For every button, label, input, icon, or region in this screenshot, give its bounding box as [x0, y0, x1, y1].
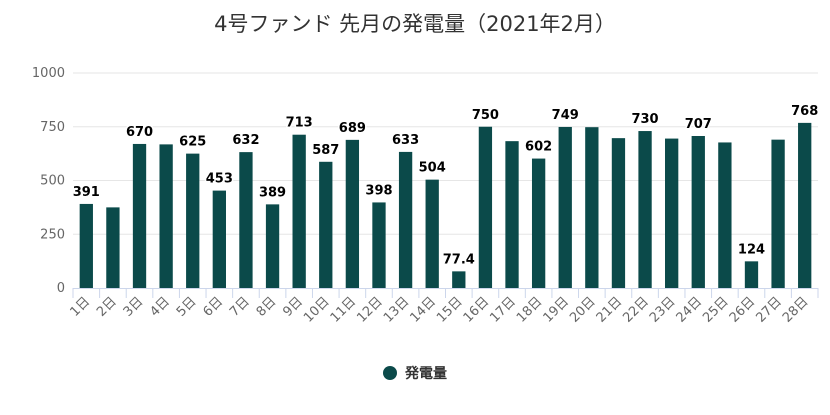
x-tick-label: 15日	[434, 294, 465, 325]
x-tick-label: 19日	[541, 294, 572, 325]
x-tick-label: 10日	[301, 294, 332, 325]
bar[interactable]	[505, 141, 519, 288]
x-tick-label: 22日	[620, 294, 651, 325]
x-tick-label: 2日	[94, 294, 120, 320]
data-label: 398	[365, 183, 392, 198]
x-tick-label: 25日	[700, 294, 731, 325]
y-tick-label: 250	[40, 227, 65, 242]
data-label: 632	[232, 133, 259, 148]
x-tick-label: 4日	[147, 294, 173, 320]
y-tick-label: 0	[57, 281, 65, 296]
chart-title: 4号ファンド 先月の発電量（2021年2月）	[214, 12, 616, 36]
bar[interactable]	[159, 144, 173, 288]
x-tick-label: 1日	[67, 294, 93, 320]
data-label: 689	[339, 121, 366, 136]
bar[interactable]	[585, 127, 599, 289]
bar[interactable]	[132, 143, 147, 288]
x-tick-label: 26日	[727, 294, 758, 325]
bar[interactable]	[186, 153, 200, 288]
data-label: 749	[552, 108, 579, 123]
x-tick-label: 20日	[567, 294, 598, 325]
x-tick-label: 13日	[381, 294, 412, 325]
y-axis-ticks: 0 250 500 750 1000	[32, 66, 65, 296]
x-tick-label: 6日	[201, 294, 227, 320]
data-label: 77.4	[443, 252, 475, 267]
bar[interactable]	[531, 158, 546, 288]
bar[interactable]	[771, 139, 785, 288]
data-label: 707	[685, 117, 712, 132]
data-label: 633	[392, 133, 419, 148]
data-label: 453	[206, 172, 233, 187]
bar[interactable]	[558, 126, 572, 288]
bar[interactable]	[744, 261, 759, 288]
grid-lines	[73, 72, 818, 235]
x-tick-label: 16日	[461, 294, 492, 325]
data-label: 750	[472, 108, 499, 123]
x-tick-label: 27日	[753, 294, 784, 325]
x-tick-label: 3日	[121, 294, 147, 320]
bars	[79, 122, 812, 289]
data-label: 391	[73, 185, 100, 200]
bar[interactable]	[265, 204, 280, 288]
bar[interactable]	[398, 151, 413, 288]
x-tick-label: 23日	[647, 294, 678, 325]
x-tick-label: 7日	[227, 294, 253, 320]
bar[interactable]	[665, 138, 679, 288]
data-label: 587	[312, 143, 339, 158]
data-label: 124	[738, 242, 765, 257]
bar[interactable]	[452, 271, 466, 288]
legend-swatch-icon	[383, 366, 397, 380]
data-label: 768	[791, 104, 818, 119]
x-tick-label: 14日	[408, 294, 439, 325]
x-tick-label: 24日	[674, 294, 705, 325]
bar[interactable]	[425, 179, 439, 288]
bar[interactable]	[691, 135, 705, 288]
data-label: 602	[525, 140, 552, 155]
bar[interactable]	[292, 134, 306, 288]
bar[interactable]	[718, 142, 732, 288]
bar[interactable]	[611, 138, 626, 288]
y-tick-label: 500	[40, 174, 65, 189]
data-label: 625	[179, 135, 206, 150]
y-tick-label: 750	[40, 120, 65, 135]
x-tick-label: 17日	[487, 294, 518, 325]
bar[interactable]	[106, 207, 120, 288]
bar[interactable]	[798, 122, 812, 288]
bar[interactable]	[638, 131, 652, 288]
legend-label: 発電量	[405, 366, 447, 382]
bar[interactable]	[319, 161, 333, 288]
bar[interactable]	[239, 152, 253, 288]
bar[interactable]	[212, 190, 226, 288]
data-label: 389	[259, 185, 286, 200]
x-tick-label: 18日	[514, 294, 545, 325]
legend[interactable]: 発電量	[0, 363, 830, 383]
x-tick-label: 11日	[328, 294, 359, 325]
x-tick-label: 28日	[780, 294, 811, 325]
x-tick-label: 5日	[174, 294, 200, 320]
x-tick-label: 8日	[254, 294, 280, 320]
data-label: 670	[126, 125, 153, 140]
bar[interactable]	[345, 139, 360, 288]
bar[interactable]	[372, 202, 386, 288]
x-tick-label: 12日	[354, 294, 385, 325]
bar[interactable]	[79, 203, 93, 288]
data-label: 713	[286, 116, 313, 131]
data-label: 504	[419, 161, 446, 176]
x-tick-label: 21日	[594, 294, 625, 325]
bar[interactable]	[478, 126, 493, 288]
x-axis: 1日 2日 3日 4日 5日 6日 7日 8日 9日10日11日12日13日14日15日16日1…	[67, 288, 819, 326]
y-tick-label: 1000	[32, 66, 65, 81]
data-label: 730	[631, 112, 658, 127]
